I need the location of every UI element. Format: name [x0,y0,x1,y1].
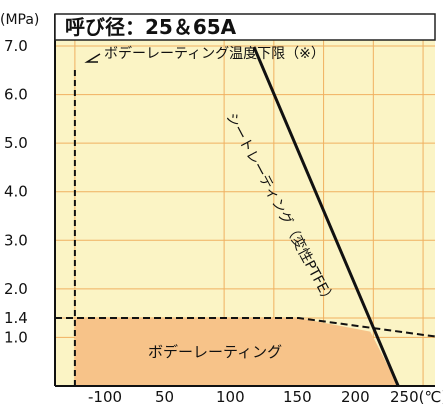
fill-layer [74,318,399,386]
chart-title: 呼び径：25＆65A [65,15,237,39]
title-box [54,13,436,41]
series-layer [55,46,436,387]
body-temperature-limit-annotation: ボデーレーティング温度下限（※） [104,45,325,62]
y-tick-label-0: 1.0 [4,328,28,346]
x-tick-label-4: 200 [341,388,370,406]
y-tick-label-4: 4.0 [4,183,28,201]
x-tick-label-2: 100 [216,388,245,406]
y-tick-label-2: 2.0 [4,280,28,298]
body-rating-annotation: ボデーレーティング [148,343,282,361]
series-line-1 [55,317,436,338]
y-tick-label-3: 3.0 [4,231,28,249]
body-temperature-limit-arrow [84,53,101,63]
x-tick-label-1: 50 [155,388,174,406]
y-tick-label-7: 7.0 [4,37,28,55]
x-tick-label-0: -100 [88,388,122,406]
body-rating-area [74,318,399,386]
x-tick-label-5: 250(℃) [390,388,443,406]
y-tick-label-1: 1.4 [4,309,28,327]
y-tick-label-6: 6.0 [4,86,28,104]
series-line-0 [252,46,400,387]
y-axis-unit-label: (MPa) [0,12,39,28]
y-tick-label-5: 5.0 [4,134,28,152]
x-tick-label-3: 150 [283,388,312,406]
